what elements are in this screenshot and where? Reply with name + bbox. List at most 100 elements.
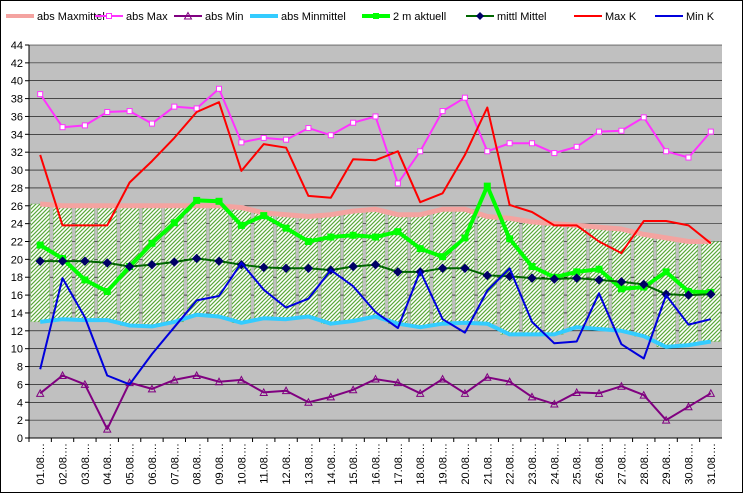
data-point [482, 270, 492, 281]
data-point [237, 221, 245, 229]
y-tick-label: 10 [11, 344, 23, 356]
y-tick-label: 42 [11, 58, 23, 70]
x-tick-label: 05.08.… [125, 443, 137, 485]
data-point [193, 105, 200, 112]
x-tick-label: 09.08.… [214, 443, 226, 485]
data-point [528, 263, 536, 271]
data-point [594, 388, 604, 397]
data-point [259, 387, 269, 396]
y-tick-label: 8 [17, 362, 23, 374]
x-tick-label: 27.08.… [616, 443, 628, 485]
data-point [527, 273, 537, 283]
legend-label: abs Maxmittel [37, 11, 105, 23]
y-tick-label: 12 [11, 326, 23, 338]
y-tick-label: 28 [11, 183, 23, 195]
data-point [326, 392, 336, 401]
x-tick-label: 19.08.… [438, 443, 450, 485]
data-point [281, 386, 291, 395]
data-point [282, 224, 290, 232]
data-point [148, 120, 155, 127]
data-point [192, 370, 201, 379]
data-point [573, 143, 580, 150]
data-point [706, 289, 716, 299]
data-point [417, 148, 424, 155]
data-point [371, 374, 380, 383]
data-point [707, 128, 714, 135]
y-tick-label: 0 [17, 433, 23, 445]
x-tick-label: 25.08.… [572, 443, 584, 485]
data-point [616, 276, 627, 287]
x-tick-label: 24.08.… [549, 443, 561, 485]
legend-label: abs Min [205, 11, 244, 23]
data-point [661, 415, 671, 424]
data-point [104, 108, 111, 115]
data-point [439, 108, 446, 115]
data-point [416, 245, 424, 253]
data-point [58, 370, 67, 379]
data-point [482, 372, 492, 381]
legend-marker [183, 11, 193, 20]
data-point [349, 231, 357, 239]
y-tick-label: 36 [11, 111, 23, 123]
x-tick-label: 23.08.… [527, 443, 539, 485]
y-tick-label: 38 [11, 94, 23, 106]
data-point [238, 139, 245, 146]
data-point [36, 241, 44, 249]
data-point [35, 256, 45, 266]
data-point [483, 182, 491, 190]
y-tick-label: 40 [11, 76, 23, 88]
x-tick-label: 26.08.… [594, 443, 606, 485]
x-tick-label: 21.08.… [482, 443, 494, 485]
y-tick-label: 4 [17, 397, 23, 409]
data-point [57, 256, 68, 266]
series-line [39, 261, 712, 386]
data-point [102, 424, 112, 433]
data-point [327, 132, 334, 139]
data-point [461, 94, 468, 101]
x-tick-label: 31.08.… [706, 443, 718, 485]
series-line [39, 312, 712, 349]
legend-label: abs Max [126, 11, 168, 23]
data-point [550, 399, 559, 408]
data-point [348, 261, 358, 272]
data-point [639, 390, 649, 399]
x-tick-label: 16.08.… [371, 443, 383, 485]
x-tick-label: 15.08.… [348, 443, 360, 485]
y-tick-label: 44 [11, 40, 23, 52]
data-point [663, 148, 670, 155]
data-point [415, 388, 425, 397]
data-point [81, 122, 88, 129]
data-point [437, 263, 448, 274]
data-point [662, 268, 670, 276]
data-point [439, 253, 447, 261]
x-tick-label: 28.08.… [639, 443, 651, 485]
data-point [506, 140, 513, 147]
data-point [571, 273, 582, 283]
data-point [595, 265, 603, 273]
x-tick-label: 02.08.… [58, 443, 70, 485]
data-point [460, 263, 470, 274]
data-point [350, 119, 357, 126]
data-point [59, 124, 66, 131]
data-point [372, 113, 379, 120]
data-point [80, 379, 90, 388]
data-point [348, 385, 358, 394]
data-point [214, 256, 224, 266]
data-point [551, 150, 558, 157]
x-tick-label: 12.08.… [281, 443, 293, 485]
legend-label: mittl Mittel [497, 11, 547, 23]
y-tick-label: 34 [11, 129, 23, 141]
series-line [39, 101, 712, 255]
data-point [572, 387, 582, 396]
x-tick-label: 11.08.… [259, 443, 271, 484]
data-point [594, 275, 604, 285]
data-point [685, 154, 692, 161]
data-point [706, 388, 716, 397]
data-point [617, 381, 626, 390]
y-tick-label: 2 [17, 415, 23, 427]
y-tick-label: 32 [11, 147, 23, 159]
data-point [215, 197, 223, 205]
legend-marker [106, 13, 112, 19]
y-tick-label: 20 [11, 254, 23, 266]
y-tick-label: 6 [17, 379, 23, 391]
